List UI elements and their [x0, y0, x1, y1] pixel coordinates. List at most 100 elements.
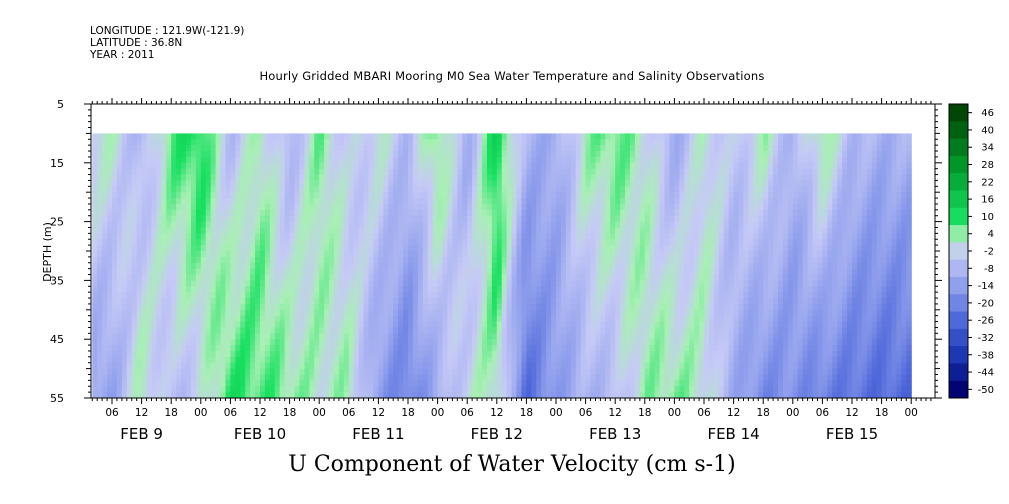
heatmap-cell	[417, 268, 424, 276]
heatmap-cell	[131, 239, 138, 246]
heatmap-cell	[245, 262, 251, 270]
heatmap-cell	[304, 203, 310, 211]
heatmap-cell	[220, 239, 227, 246]
heatmap-cell	[408, 262, 414, 270]
heatmap-cell	[319, 251, 325, 258]
heatmap-cell	[590, 380, 597, 387]
heatmap-cell	[195, 350, 202, 358]
heatmap-cell	[521, 198, 527, 205]
heatmap-cell	[408, 168, 414, 176]
heatmap-cell	[107, 350, 113, 358]
heatmap-cell	[353, 203, 360, 211]
heatmap-cell	[205, 209, 212, 217]
heatmap-cell	[205, 392, 212, 398]
heatmap-cell	[393, 203, 399, 211]
heatmap-cell	[255, 156, 261, 164]
heatmap-cell	[225, 321, 231, 329]
heatmap-cell	[486, 339, 493, 346]
heatmap-cell	[264, 203, 271, 211]
heatmap-cell	[255, 233, 261, 240]
heatmap-cell	[343, 139, 350, 146]
heatmap-cell	[279, 162, 286, 170]
heatmap-cell	[289, 386, 296, 393]
heatmap-cell	[422, 350, 429, 358]
heatmap-cell	[506, 368, 513, 376]
heatmap-cell	[580, 274, 587, 281]
heatmap-cell	[373, 192, 379, 199]
heatmap-cell	[250, 298, 256, 305]
heatmap-cell	[348, 180, 355, 187]
heatmap-cell	[383, 292, 389, 299]
heatmap-cell	[536, 386, 542, 393]
heatmap-cell	[225, 203, 231, 211]
heatmap-cell	[501, 309, 508, 317]
heatmap-cell	[264, 321, 271, 329]
heatmap-cell	[107, 139, 113, 146]
heatmap-cell	[595, 356, 601, 364]
heatmap-cell	[531, 133, 537, 140]
heatmap-cell	[511, 198, 518, 205]
heatmap-cell	[575, 168, 582, 176]
heatmap-cell	[412, 239, 419, 246]
heatmap-cell	[205, 133, 212, 140]
heatmap-cell	[590, 203, 597, 211]
heatmap-cell	[116, 386, 123, 393]
heatmap-cell	[575, 268, 582, 276]
heatmap-cell	[491, 315, 498, 323]
heatmap-cell	[269, 303, 276, 311]
heatmap-cell	[190, 198, 197, 205]
heatmap-cell	[526, 251, 532, 258]
heatmap-cell	[319, 303, 325, 311]
heatmap-cell	[457, 186, 463, 193]
heatmap-cell	[412, 256, 419, 264]
heatmap-cell	[398, 362, 404, 370]
heatmap-cell	[556, 356, 562, 364]
heatmap-cell	[304, 151, 310, 158]
heatmap-cell	[324, 315, 330, 323]
heatmap-cell	[546, 339, 552, 346]
heatmap-cell	[126, 315, 133, 323]
heatmap-cell	[289, 203, 296, 211]
heatmap-cell	[546, 162, 552, 170]
heatmap-cell	[136, 345, 143, 352]
heatmap-cell	[546, 392, 552, 398]
heatmap-cell	[126, 280, 133, 287]
heatmap-cell	[501, 198, 508, 205]
heatmap-cell	[477, 262, 483, 270]
heatmap-cell	[551, 380, 557, 387]
heatmap-cell	[161, 239, 167, 246]
heatmap-cell	[615, 239, 621, 246]
heatmap-cell	[299, 333, 305, 340]
heatmap-cell	[368, 280, 375, 287]
heatmap-cell	[560, 380, 567, 387]
heatmap-cell	[304, 321, 310, 329]
heatmap-cell	[205, 256, 212, 264]
heatmap-cell	[225, 168, 231, 176]
heatmap-cell	[417, 280, 424, 287]
heatmap-cell	[452, 174, 458, 182]
heatmap-cell	[482, 233, 488, 240]
heatmap-cell	[447, 350, 453, 358]
heatmap-cell	[294, 274, 301, 281]
heatmap-cell	[546, 268, 552, 276]
heatmap-cell	[116, 268, 123, 276]
heatmap-cell	[531, 380, 537, 387]
heatmap-cell	[245, 239, 251, 246]
heatmap-cell	[151, 309, 157, 317]
heatmap-cell	[260, 392, 266, 398]
heatmap-cell	[121, 303, 128, 311]
heatmap-cell	[634, 133, 641, 140]
heatmap-cell	[141, 356, 148, 364]
heatmap-cell	[195, 192, 202, 199]
heatmap-cell	[220, 186, 227, 193]
heatmap-cell	[319, 356, 325, 364]
heatmap-cell	[565, 215, 572, 223]
heatmap-cell	[136, 262, 143, 270]
heatmap-cell	[585, 139, 592, 146]
heatmap-cell	[190, 268, 197, 276]
heatmap-cell	[255, 198, 261, 205]
heatmap-cell	[506, 162, 513, 170]
heatmap-cell	[363, 227, 370, 234]
heatmap-cell	[141, 221, 148, 229]
heatmap-cell	[417, 139, 424, 146]
